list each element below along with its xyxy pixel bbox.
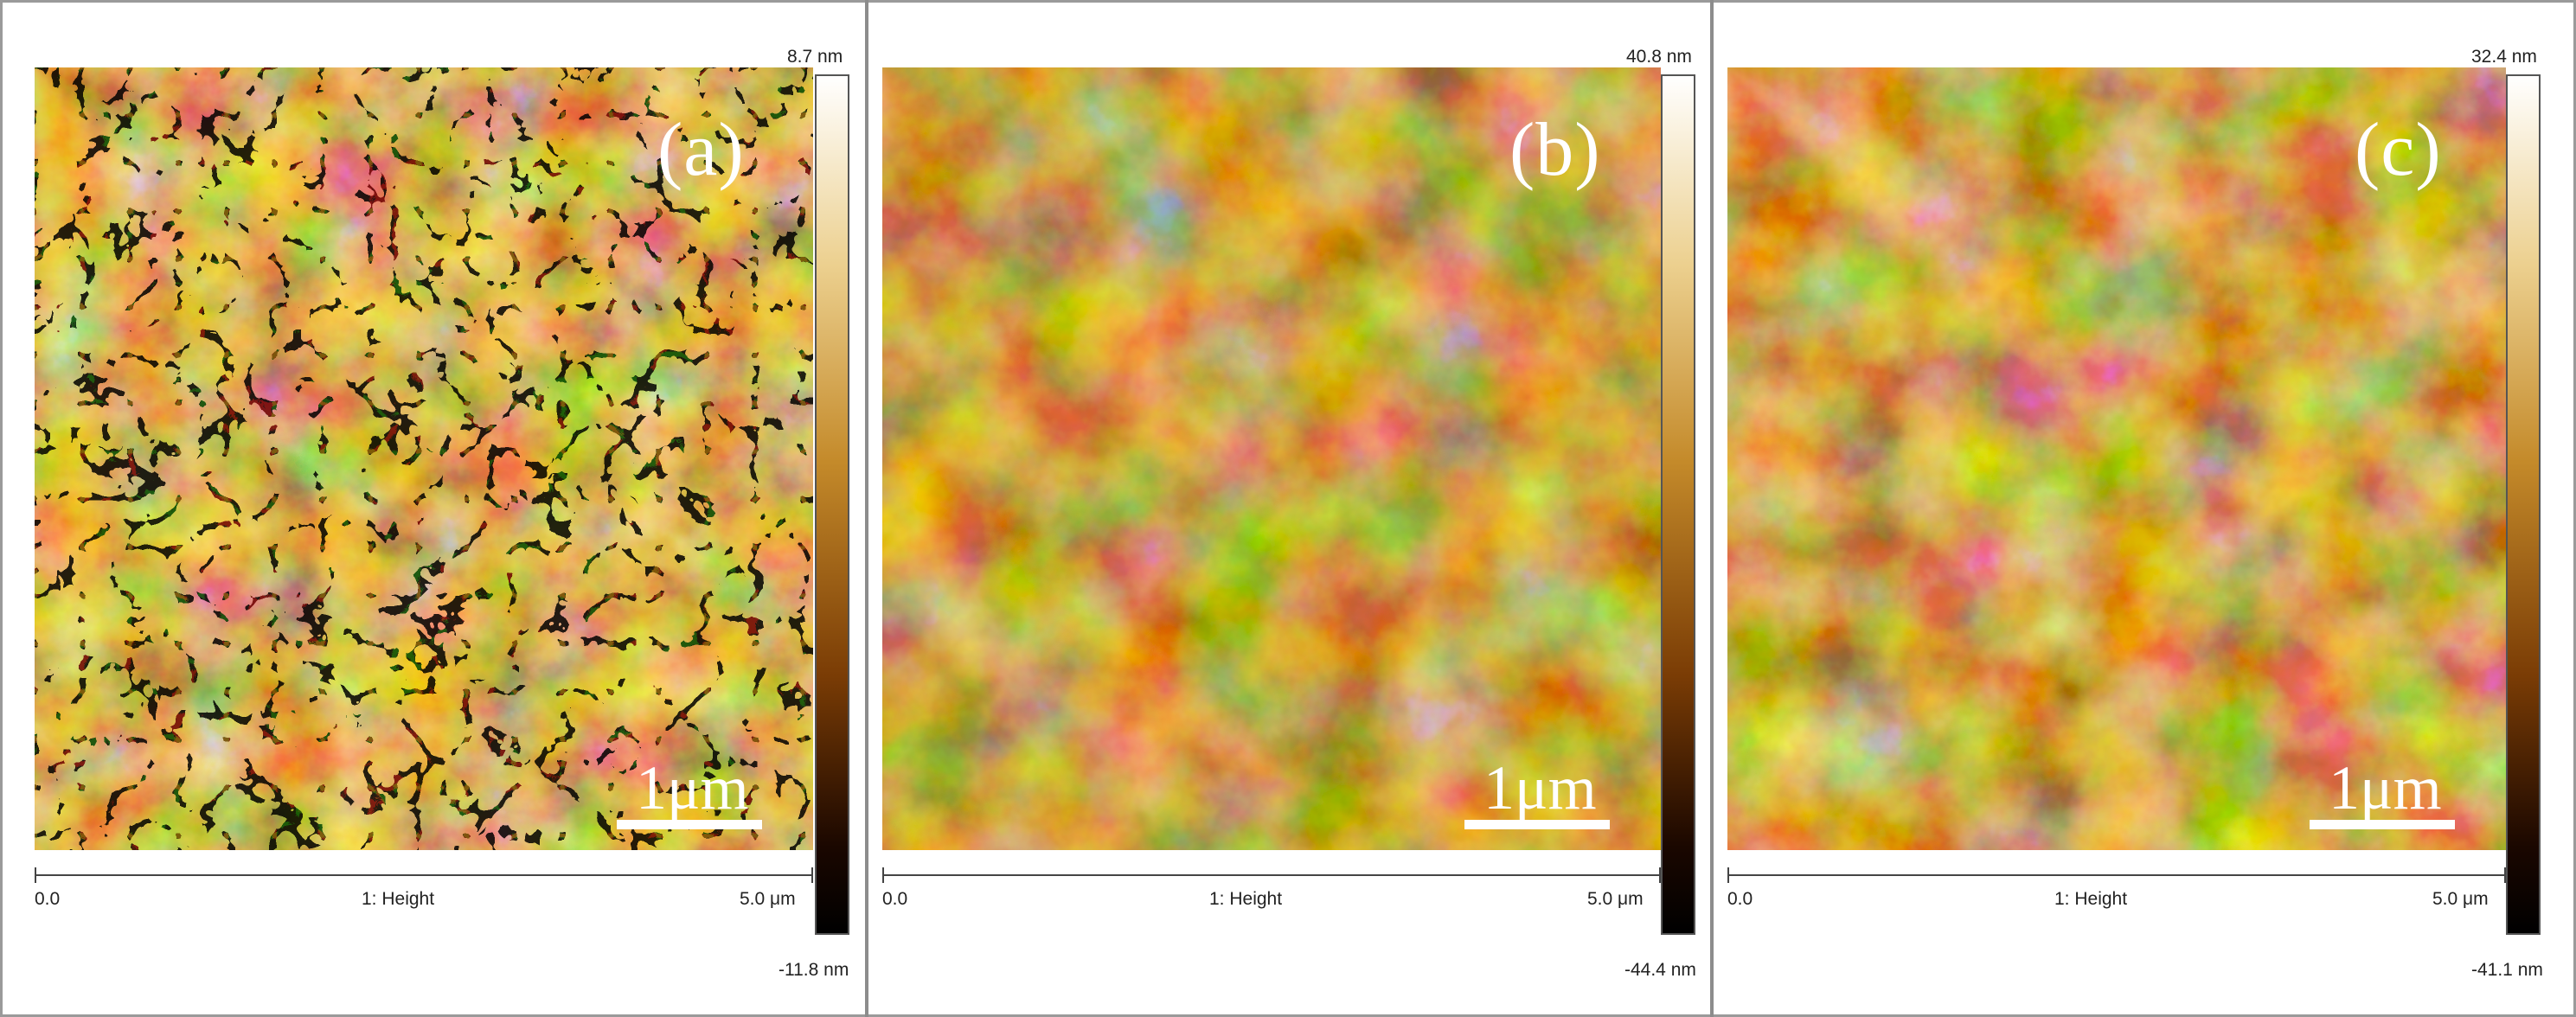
- panel-a: (a) 1μm 0.0 1: Height 5.0 μm 8.7 nm -11.…: [0, 0, 849, 1017]
- colorbar-min: -44.4 nm: [1624, 960, 1696, 980]
- afm-cracks: [35, 67, 813, 850]
- x-axis: [35, 867, 813, 883]
- colorbar-max: 8.7 nm: [787, 47, 843, 67]
- axis-channel: 1: Height: [1209, 889, 1283, 909]
- color-scale-bar: [1661, 74, 1695, 935]
- panel-c: (c) 1μm 0.0 1: Height 5.0 μm 32.4 nm -41…: [1693, 0, 2543, 1017]
- color-scale-bar: [815, 74, 849, 935]
- afm-texture: [882, 67, 1661, 850]
- colorbar-max: 40.8 nm: [1626, 47, 1692, 67]
- panel-label: (c): [2355, 108, 2442, 192]
- scale-bar: [1464, 820, 1610, 829]
- axis-channel: 1: Height: [2054, 889, 2128, 909]
- afm-image-b: [882, 67, 1661, 850]
- panel-b: (b) 1μm 0.0 1: Height 5.0 μm 40.8 nm -44…: [848, 0, 1696, 1017]
- afm-height-image: [1727, 67, 2506, 850]
- scale-bar: [617, 820, 762, 829]
- scale-bar-label: 1μm: [2329, 753, 2442, 822]
- scale-bar-label: 1μm: [636, 753, 749, 822]
- axis-end: 5.0 μm: [740, 889, 796, 909]
- panel-divider: [1710, 0, 1714, 1017]
- afm-texture: [1727, 67, 2506, 850]
- colorbar-min: -11.8 nm: [779, 960, 849, 980]
- scale-bar-label: 1μm: [1483, 753, 1597, 822]
- x-axis: [1727, 867, 2506, 883]
- panel-label: (b): [1509, 108, 1601, 192]
- axis-end: 5.0 μm: [1587, 889, 1644, 909]
- color-scale-bar: [2506, 74, 2541, 935]
- colorbar-max: 32.4 nm: [2471, 47, 2537, 67]
- afm-height-image: [882, 67, 1661, 850]
- axis-end: 5.0 μm: [2432, 889, 2489, 909]
- panel-label: (a): [657, 108, 745, 192]
- afm-height-image: [35, 67, 813, 850]
- afm-image-c: [1727, 67, 2506, 850]
- afm-image-a: [35, 67, 813, 850]
- axis-start: 0.0: [35, 889, 61, 909]
- axis-start: 0.0: [882, 889, 908, 909]
- colorbar-min: -41.1 nm: [2471, 960, 2543, 980]
- x-axis: [882, 867, 1661, 883]
- axis-start: 0.0: [1727, 889, 1753, 909]
- scale-bar: [2310, 820, 2455, 829]
- axis-channel: 1: Height: [362, 889, 435, 909]
- panel-divider: [865, 0, 868, 1017]
